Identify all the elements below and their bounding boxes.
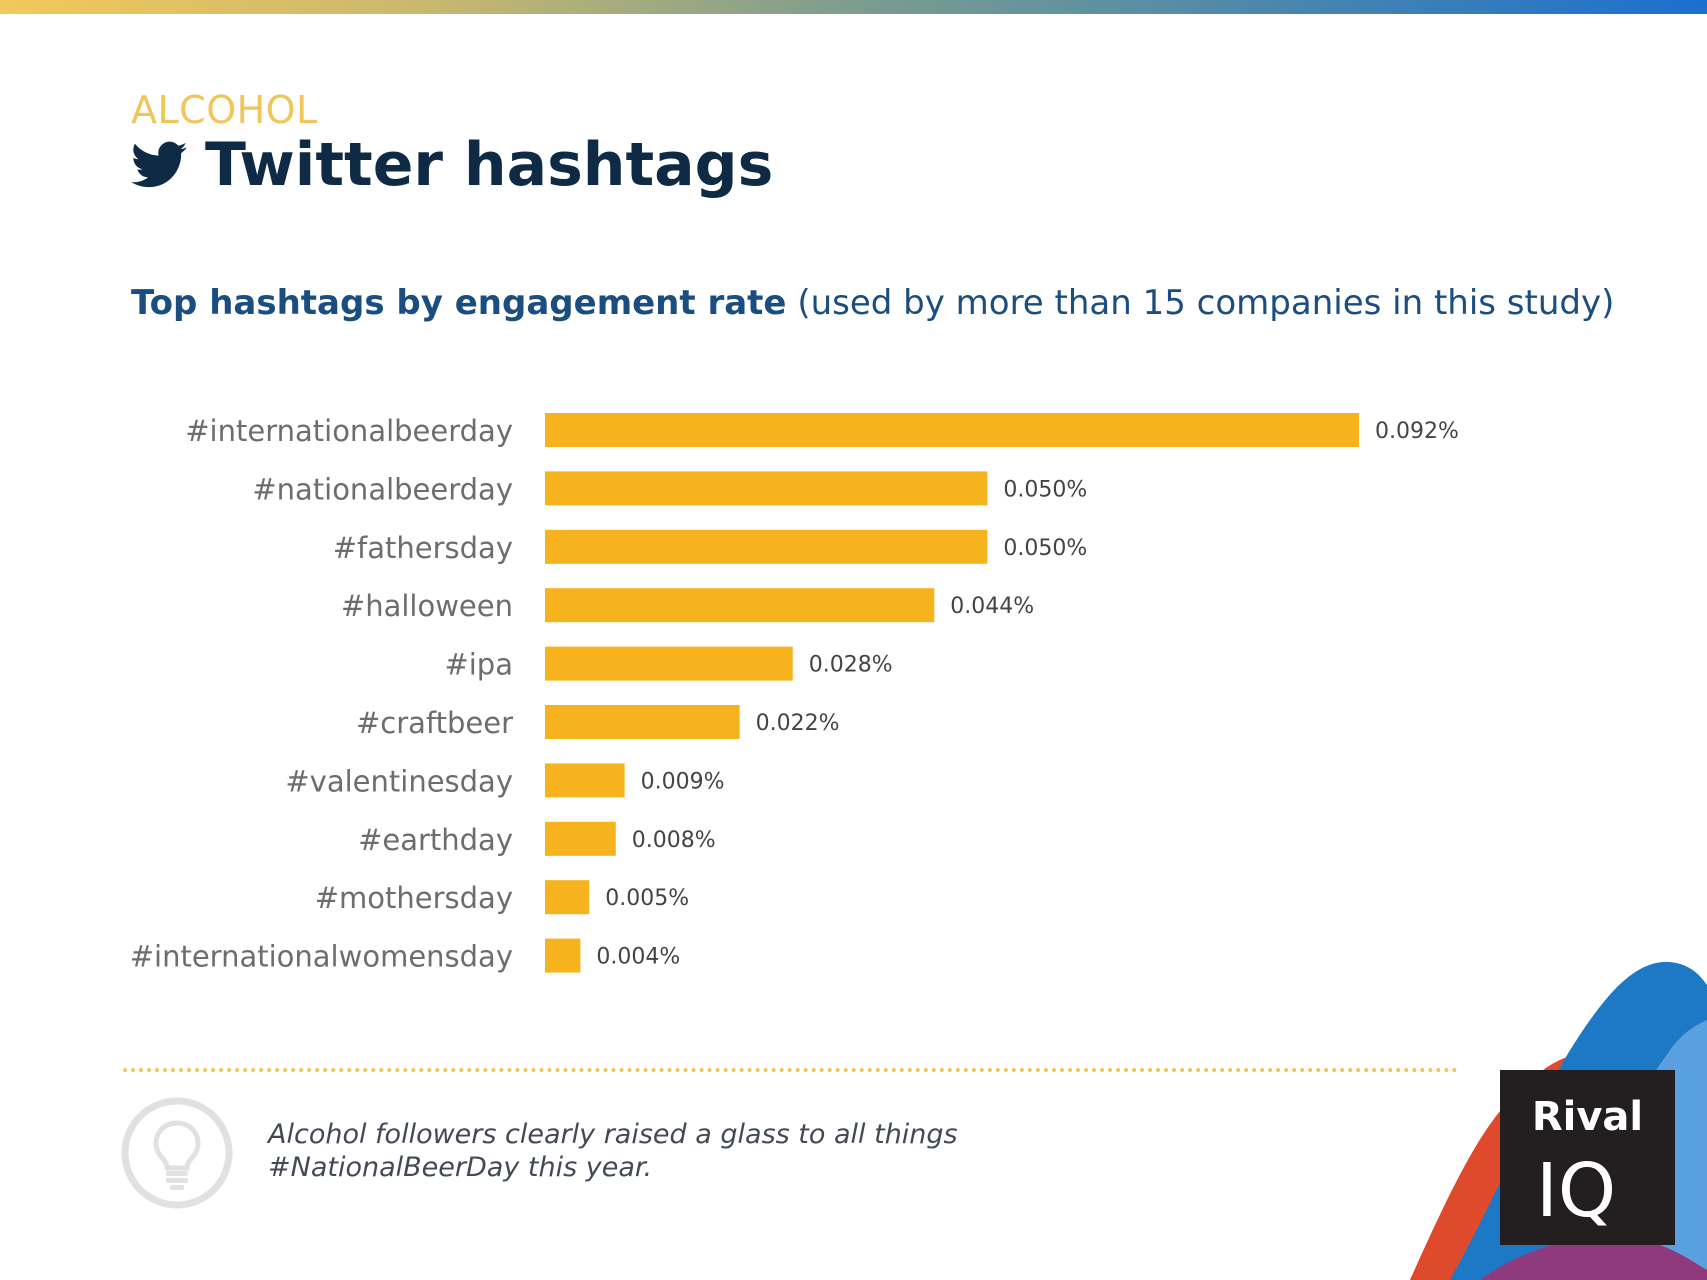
value-label: 0.009% [641,769,725,794]
bar [545,705,740,739]
category-label: #fathersday [333,531,513,565]
rival-iq-logo: Rival IQ [1500,1070,1675,1245]
category-label: #craftbeer [356,706,513,740]
logo-iq-mark: IQ [1536,1148,1616,1226]
category-label: #halloween [341,589,513,623]
chart-subtitle-rest: (used by more than 15 companies in this … [797,283,1615,323]
category-label: #internationalbeerday [185,414,513,448]
category-label: #ipa [444,648,513,682]
bar [545,529,988,564]
category-label: #internationalwomensday [130,940,513,974]
bar [545,821,616,856]
chart-subtitle: Top hashtags by engagement rate (used by… [131,283,1614,323]
value-label: 0.004% [596,945,680,970]
twitter-bird-icon [131,141,187,188]
top-accent-bar [0,0,1707,14]
bar [545,938,581,973]
category-label: ALCOHOL [131,88,318,132]
value-label: 0.050% [1003,477,1087,502]
bar [545,413,1359,447]
category-label: #earthday [358,823,513,857]
page-title: Twitter hashtags [205,130,774,200]
logo-word: Rival [1531,1094,1644,1140]
page-title-row: Twitter hashtags [131,130,773,200]
value-label: 0.044% [950,594,1034,619]
value-label: 0.022% [756,711,840,736]
bar [545,646,793,681]
chart-subtitle-bold: Top hashtags by engagement rate [131,283,787,323]
value-label: 0.008% [632,828,716,853]
category-label: #valentinesday [285,764,513,798]
value-label: 0.028% [809,653,893,678]
dotted-divider [123,1068,1458,1072]
category-label: #nationalbeerday [252,472,513,506]
bar [545,880,590,915]
value-label: 0.050% [1003,536,1087,561]
lightbulb-icon [121,1097,233,1209]
value-label: 0.092% [1375,419,1459,444]
value-label: 0.005% [605,886,689,911]
bar [545,588,935,623]
insight-text: Alcohol followers clearly raised a glass… [268,1119,958,1183]
bar [545,763,625,798]
logo-iq-text: IQ [1536,1148,1616,1226]
hashtag-bar-chart: #internationalbeerday 0.092% #nationalbeer… [130,413,1459,974]
category-label: #mothersday [315,881,513,915]
bar [545,471,988,506]
